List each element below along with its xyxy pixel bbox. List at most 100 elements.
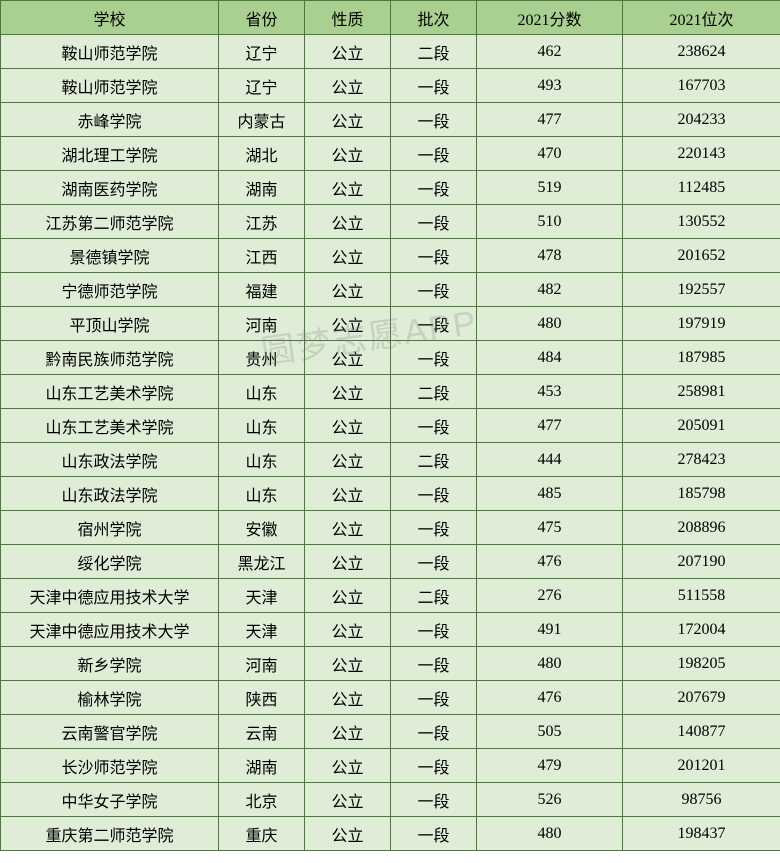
cell-rank: 208896 [623,511,780,545]
col-header-rank: 2021位次 [623,1,780,35]
cell-batch: 一段 [391,613,477,647]
cell-school: 重庆第二师范学院 [1,817,219,851]
cell-nature: 公立 [305,341,391,375]
cell-rank: 278423 [623,443,780,477]
cell-nature: 公立 [305,783,391,817]
cell-province: 河南 [219,647,305,681]
cell-school: 中华女子学院 [1,783,219,817]
cell-province: 安徽 [219,511,305,545]
cell-province: 重庆 [219,817,305,851]
cell-batch: 一段 [391,69,477,103]
cell-rank: 140877 [623,715,780,749]
table-row: 天津中德应用技术大学天津公立二段276511558 [1,579,780,613]
cell-batch: 一段 [391,511,477,545]
cell-rank: 198437 [623,817,780,851]
cell-score: 480 [477,817,623,851]
cell-nature: 公立 [305,409,391,443]
cell-school: 鞍山师范学院 [1,35,219,69]
cell-batch: 一段 [391,749,477,783]
cell-score: 505 [477,715,623,749]
table-row: 长沙师范学院湖南公立一段479201201 [1,749,780,783]
cell-school: 天津中德应用技术大学 [1,613,219,647]
cell-rank: 201201 [623,749,780,783]
cell-rank: 198205 [623,647,780,681]
table-row: 宿州学院安徽公立一段475208896 [1,511,780,545]
cell-batch: 一段 [391,171,477,205]
cell-nature: 公立 [305,579,391,613]
cell-nature: 公立 [305,273,391,307]
cell-school: 平顶山学院 [1,307,219,341]
data-table: 学校省份性质批次2021分数2021位次 鞍山师范学院辽宁公立二段4622386… [0,0,780,851]
cell-school: 江苏第二师范学院 [1,205,219,239]
cell-school: 景德镇学院 [1,239,219,273]
cell-nature: 公立 [305,307,391,341]
cell-school: 榆林学院 [1,681,219,715]
table-row: 天津中德应用技术大学天津公立一段491172004 [1,613,780,647]
table-row: 云南警官学院云南公立一段505140877 [1,715,780,749]
cell-nature: 公立 [305,681,391,715]
table-row: 重庆第二师范学院重庆公立一段480198437 [1,817,780,851]
cell-nature: 公立 [305,477,391,511]
col-header-score: 2021分数 [477,1,623,35]
cell-rank: 238624 [623,35,780,69]
cell-school: 绥化学院 [1,545,219,579]
cell-province: 河南 [219,307,305,341]
cell-rank: 192557 [623,273,780,307]
cell-nature: 公立 [305,103,391,137]
cell-province: 云南 [219,715,305,749]
cell-nature: 公立 [305,613,391,647]
cell-batch: 一段 [391,477,477,511]
cell-rank: 207679 [623,681,780,715]
cell-rank: 204233 [623,103,780,137]
table-row: 新乡学院河南公立一段480198205 [1,647,780,681]
cell-school: 湖北理工学院 [1,137,219,171]
table-row: 山东政法学院山东公立二段444278423 [1,443,780,477]
cell-nature: 公立 [305,69,391,103]
cell-school: 湖南医药学院 [1,171,219,205]
cell-province: 江西 [219,239,305,273]
cell-score: 476 [477,545,623,579]
cell-province: 江苏 [219,205,305,239]
cell-nature: 公立 [305,647,391,681]
cell-score: 491 [477,613,623,647]
cell-rank: 511558 [623,579,780,613]
cell-score: 444 [477,443,623,477]
cell-province: 山东 [219,409,305,443]
cell-score: 480 [477,647,623,681]
cell-batch: 一段 [391,239,477,273]
cell-score: 510 [477,205,623,239]
table-row: 榆林学院陕西公立一段476207679 [1,681,780,715]
cell-province: 山东 [219,375,305,409]
cell-score: 453 [477,375,623,409]
cell-batch: 二段 [391,375,477,409]
cell-batch: 一段 [391,647,477,681]
table-row: 山东工艺美术学院山东公立二段453258981 [1,375,780,409]
cell-province: 辽宁 [219,69,305,103]
cell-province: 湖南 [219,749,305,783]
cell-score: 462 [477,35,623,69]
table-row: 平顶山学院河南公立一段480197919 [1,307,780,341]
table-body: 鞍山师范学院辽宁公立二段462238624鞍山师范学院辽宁公立一段4931677… [1,35,780,851]
cell-province: 湖南 [219,171,305,205]
cell-batch: 一段 [391,205,477,239]
cell-school: 新乡学院 [1,647,219,681]
cell-province: 福建 [219,273,305,307]
cell-score: 276 [477,579,623,613]
cell-batch: 一段 [391,783,477,817]
cell-nature: 公立 [305,511,391,545]
cell-school: 山东工艺美术学院 [1,375,219,409]
cell-score: 479 [477,749,623,783]
cell-school: 长沙师范学院 [1,749,219,783]
cell-school: 黔南民族师范学院 [1,341,219,375]
header-row: 学校省份性质批次2021分数2021位次 [1,1,780,35]
cell-score: 480 [477,307,623,341]
cell-score: 470 [477,137,623,171]
cell-rank: 197919 [623,307,780,341]
cell-nature: 公立 [305,545,391,579]
cell-rank: 205091 [623,409,780,443]
table-row: 湖北理工学院湖北公立一段470220143 [1,137,780,171]
cell-school: 山东政法学院 [1,443,219,477]
cell-score: 475 [477,511,623,545]
table-row: 绥化学院黑龙江公立一段476207190 [1,545,780,579]
cell-province: 湖北 [219,137,305,171]
